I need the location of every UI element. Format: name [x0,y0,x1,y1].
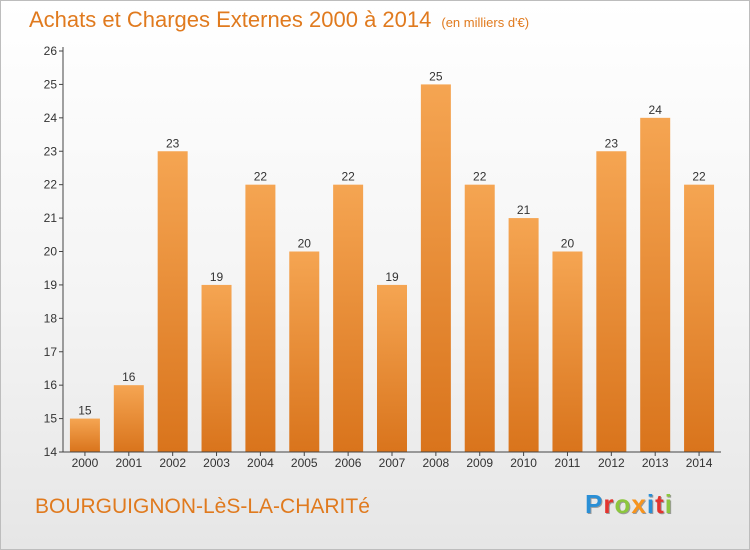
y-tick-label: 22 [44,178,58,192]
logo-letter: t [655,489,665,519]
logo-letter: i [664,489,673,519]
x-tick-label: 2013 [642,456,669,470]
data-label: 19 [210,270,224,284]
bar-2002 [157,151,188,452]
data-label: 22 [341,170,355,184]
x-tick-label: 2002 [159,456,186,470]
data-label: 19 [385,270,399,284]
x-tick-label: 2007 [379,456,406,470]
logo-letter: r [603,489,615,519]
logo-letter: P [585,489,604,519]
data-label: 23 [605,136,619,150]
data-label: 16 [122,370,136,384]
bar-2000 [69,418,100,452]
x-tick-label: 2011 [555,456,581,470]
data-label: 23 [166,136,180,150]
x-tick-label: 2004 [247,456,274,470]
chart-title-text: Achats et Charges Externes 2000 à 2014 [29,7,432,32]
x-tick-label: 2003 [203,456,230,470]
bar-2009 [464,184,495,452]
proxiti-logo: Proxiti [585,489,673,520]
bar-2003 [201,284,232,452]
y-tick-label: 24 [44,111,58,125]
x-tick-label: 2012 [598,456,625,470]
x-tick-label: 2006 [335,456,362,470]
logo-letter: o [614,489,632,519]
bar-2011 [552,251,583,452]
chart-title: Achats et Charges Externes 2000 à 2014 (e… [29,7,529,33]
x-tick-label: 2009 [466,456,493,470]
y-axis: 14 15 16 17 18 19 20 21 22 23 24 25 26 [44,44,64,459]
commune-name: BOURGUIGNON-LèS-LA-CHARITé [35,495,370,518]
x-tick-label: 2005 [291,456,318,470]
data-label: 21 [517,203,531,217]
bar-2012 [596,151,627,452]
x-tick-label: 2010 [510,456,537,470]
y-tick-label: 21 [44,211,58,225]
y-tick-label: 23 [44,144,58,158]
x-tick-label: 2014 [686,456,713,470]
y-tick-label: 25 [44,77,58,91]
bar-2006 [333,184,364,452]
y-tick-label: 18 [44,311,58,325]
bar-2005 [289,251,320,452]
y-tick-label: 19 [44,278,58,292]
y-tick-label: 20 [44,245,58,259]
x-tick-label: 2000 [72,456,99,470]
bar-2001 [113,385,144,452]
data-label: 20 [298,237,312,251]
y-tick-label: 15 [44,412,58,426]
data-label: 22 [692,170,706,184]
chart-unit-label: (en milliers d'€) [441,15,530,30]
bar-2007 [377,284,407,452]
bars-group: 15 16 23 19 22 20 22 19 25 22 21 20 23 24 22 [69,69,715,453]
y-tick-label: 16 [44,378,58,392]
logo-letter: i [646,489,656,519]
bar-2008 [420,84,451,453]
x-axis: 2000 2001 2002 2003 2004 2005 2006 2007 2008 2009… [63,451,721,470]
x-tick-label: 2008 [423,456,450,470]
data-label: 20 [561,237,575,251]
data-label: 24 [649,103,663,117]
x-tick-label: 2001 [115,456,142,470]
logo-letter: x [631,489,647,519]
data-label: 15 [78,404,92,418]
y-tick-label: 14 [44,445,58,459]
y-tick-label: 17 [44,345,58,359]
data-label: 25 [429,69,443,83]
data-label: 22 [473,170,487,184]
bar-2013 [640,117,671,452]
bar-2010 [508,218,539,452]
bar-2014 [684,184,715,452]
bar-2004 [245,184,276,452]
data-label: 22 [254,170,268,184]
y-tick-label: 26 [44,44,58,58]
